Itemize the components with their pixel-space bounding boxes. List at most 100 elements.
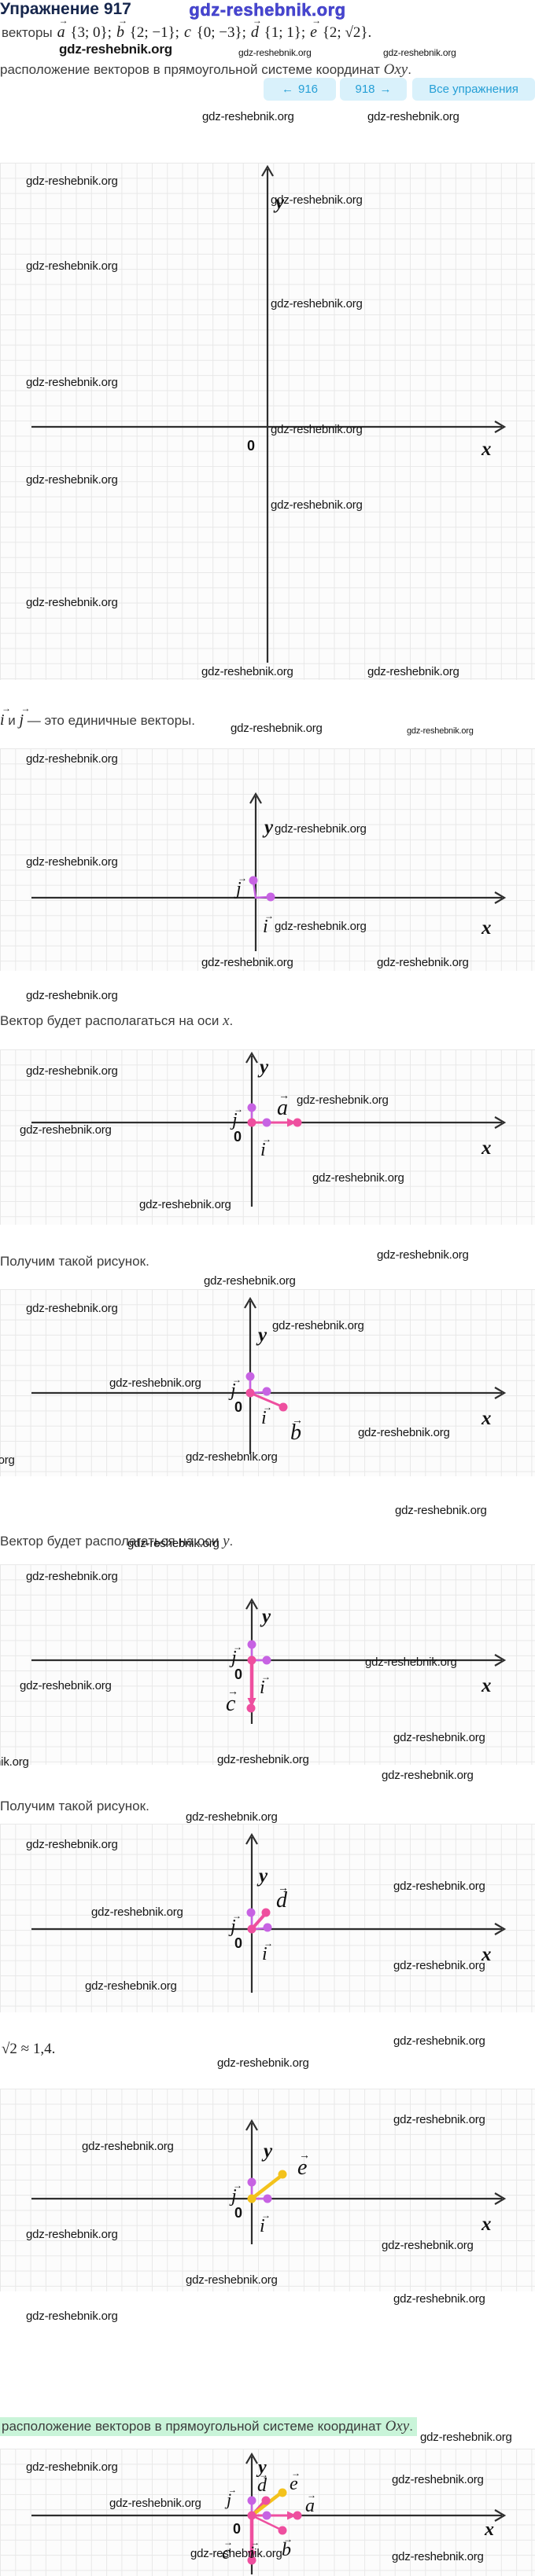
vector-label-i: i — [262, 1944, 268, 1964]
result-note-1: Получим такой рисунок. — [0, 1254, 149, 1269]
x-axis-arrow-icon — [494, 891, 507, 904]
vector-label-a: a — [277, 1096, 288, 1120]
vector-line — [249, 1391, 283, 1408]
next-exercise-button[interactable]: 918 → — [340, 78, 407, 101]
watermark: gdz-reshebnik.org — [393, 2292, 485, 2306]
watermark: gdz-reshebnik.org — [109, 1376, 201, 1390]
vector-label-arrow-icon: → — [233, 1641, 242, 1652]
vector-label-arrow-icon: → — [278, 1883, 289, 1894]
axis-label-0: 0 — [233, 2521, 241, 2537]
watermark: gdz-reshebnik.org — [91, 1905, 183, 1919]
figure-coordinate-plane-fig1: y x 0 — [0, 163, 535, 680]
vector-label-arrow-icon: → — [238, 873, 247, 884]
axis-label-x: x — [481, 1408, 492, 1429]
watermark: gdz-reshebnik.org — [383, 47, 456, 58]
vector-label-i: i — [260, 1140, 266, 1160]
watermark: gdz-reshebnik.org — [0, 1755, 29, 1769]
watermark: gdz-reshebnik.org — [367, 665, 459, 678]
next-exercise-number: 918 — [355, 83, 375, 96]
x-axis-arrow-icon — [494, 1116, 507, 1129]
axis-label-0: 0 — [234, 2205, 242, 2221]
arrow-right-icon: → — [379, 83, 392, 96]
vector-label-i: i — [260, 2216, 265, 2236]
vector-label-arrow-icon: → — [264, 1938, 273, 1949]
watermark: gdz-reshebnik.org — [186, 1810, 278, 1824]
vector-label-arrow-icon: → — [291, 2468, 301, 2479]
vector-point-dot — [249, 876, 258, 885]
vector-label-e: e — [290, 2474, 298, 2494]
vector-line — [249, 2174, 282, 2201]
watermark: gdz-reshebnik.org — [393, 1731, 485, 1744]
watermark: gdz-reshebnik.org — [26, 2460, 118, 2474]
vector-label-arrow-icon: → — [283, 2534, 293, 2545]
watermark: gdz-reshebnik.org — [420, 2431, 512, 2444]
watermark: gdz-reshebnik.org — [26, 259, 118, 273]
vector-label-arrow-icon: → — [279, 1090, 290, 1102]
vector-point-dot — [247, 1924, 256, 1934]
vector-label-arrow-icon: → — [232, 1910, 242, 1921]
watermark: gdz-reshebnik.org — [407, 726, 474, 736]
vector-token-e: → e {2; √2}. — [310, 15, 372, 41]
y-axis-arrow-icon — [249, 792, 262, 804]
watermark: gdz-reshebnik.org — [271, 193, 363, 207]
vector-label-arrow-icon: → — [259, 2469, 268, 2480]
vector-label-i: i — [261, 1408, 267, 1428]
vector-label-arrow-icon: → — [299, 2150, 310, 2162]
watermark: gdz-reshebnik.org — [275, 822, 367, 836]
axis-label-0: 0 — [247, 438, 255, 454]
axis-label-0: 0 — [234, 1666, 242, 1682]
vector-point-dot — [247, 2177, 256, 2187]
watermark: gdz-reshebnik.org — [59, 42, 172, 57]
watermark: gdz-reshebnik.org — [393, 1959, 485, 1972]
vector-label-arrow-icon: → — [228, 2486, 237, 2495]
vector-label-arrow-icon: → — [234, 1104, 243, 1115]
problem-vectors-list: → a {3; 0}; → b {2; −1}; c {0; −3}; → d {1; 1}… — [53, 15, 372, 41]
task-line: расположение векторов в прямоугольной си… — [0, 61, 411, 79]
watermark: gdz-reshebnik.org — [201, 956, 293, 969]
watermark: gdz-reshebnik.org — [377, 956, 469, 969]
vector-point-dot — [262, 1387, 271, 1396]
unit-vectors-note: → i и → j — это единичные векторы. — [0, 703, 195, 729]
axis-label-x: x — [481, 1675, 492, 1696]
vector-arrow-icon: → — [2, 703, 11, 714]
figure-coordinate-plane-fig7: y x 0 → j → i → e — [0, 2089, 535, 2291]
vector-point-dot — [246, 1908, 256, 1917]
watermark: gdz-reshebnik.org — [393, 2034, 485, 2048]
vector-label-e: e — [297, 2155, 307, 2180]
watermark: gdz-reshebnik.org — [26, 473, 118, 487]
watermark: gdz-reshebnik.org — [26, 989, 118, 1002]
axis-label-0: 0 — [234, 1935, 242, 1951]
vector-label-b: b — [290, 1420, 301, 1445]
vector-label-arrow-icon: → — [233, 2180, 242, 2191]
y-axis-arrow-icon — [245, 1051, 258, 1064]
vector-label-j: j — [229, 2186, 237, 2207]
watermark: gdz-reshebnik.org — [201, 665, 293, 678]
vector-point-dot — [262, 2511, 271, 2520]
watermark: gdz-reshebnik.org — [26, 1302, 118, 1315]
vector-label-i: i — [260, 1678, 265, 1698]
vector-label-arrow-icon: → — [264, 910, 274, 921]
watermark: gdz-reshebnik.org — [358, 1426, 450, 1439]
watermark: gdz-reshebnik.org — [367, 110, 459, 123]
axis-label-x: x — [481, 2214, 492, 2235]
x-axis-arrow-icon — [494, 1387, 507, 1399]
result-note-2: Получим такой рисунок. — [0, 1799, 149, 1813]
figure-coordinate-plane-fig4: y x 0 → j → i → b — [0, 1289, 535, 1476]
all-exercises-button[interactable]: Все упражнения — [412, 78, 535, 101]
watermark: gdz-reshebnik.org — [202, 110, 294, 123]
x-axis-arrow-icon — [494, 2192, 507, 2205]
x-axis-arrow-icon — [494, 1923, 507, 1935]
watermark: gdz-reshebnik.org — [275, 920, 367, 933]
axis-y-note: Вектор будет располагаться на оси y. — [0, 1533, 234, 1549]
vector-point-dot — [247, 2556, 256, 2565]
x-axis-arrow-icon — [494, 1654, 507, 1666]
axis-label-y: y — [256, 2457, 267, 2478]
axis-label-y: y — [257, 1056, 269, 1078]
vector-point-dot — [247, 1103, 256, 1112]
prev-exercise-button[interactable]: ← 916 — [264, 78, 336, 101]
vector-label-arrow-icon: → — [227, 1686, 238, 1698]
vector-point-dot — [261, 1908, 271, 1917]
site-logo: gdz-reshebnik.org — [189, 0, 346, 20]
vector-point-dot — [279, 1402, 288, 1412]
all-exercises-label: Все упражнения — [429, 83, 518, 96]
